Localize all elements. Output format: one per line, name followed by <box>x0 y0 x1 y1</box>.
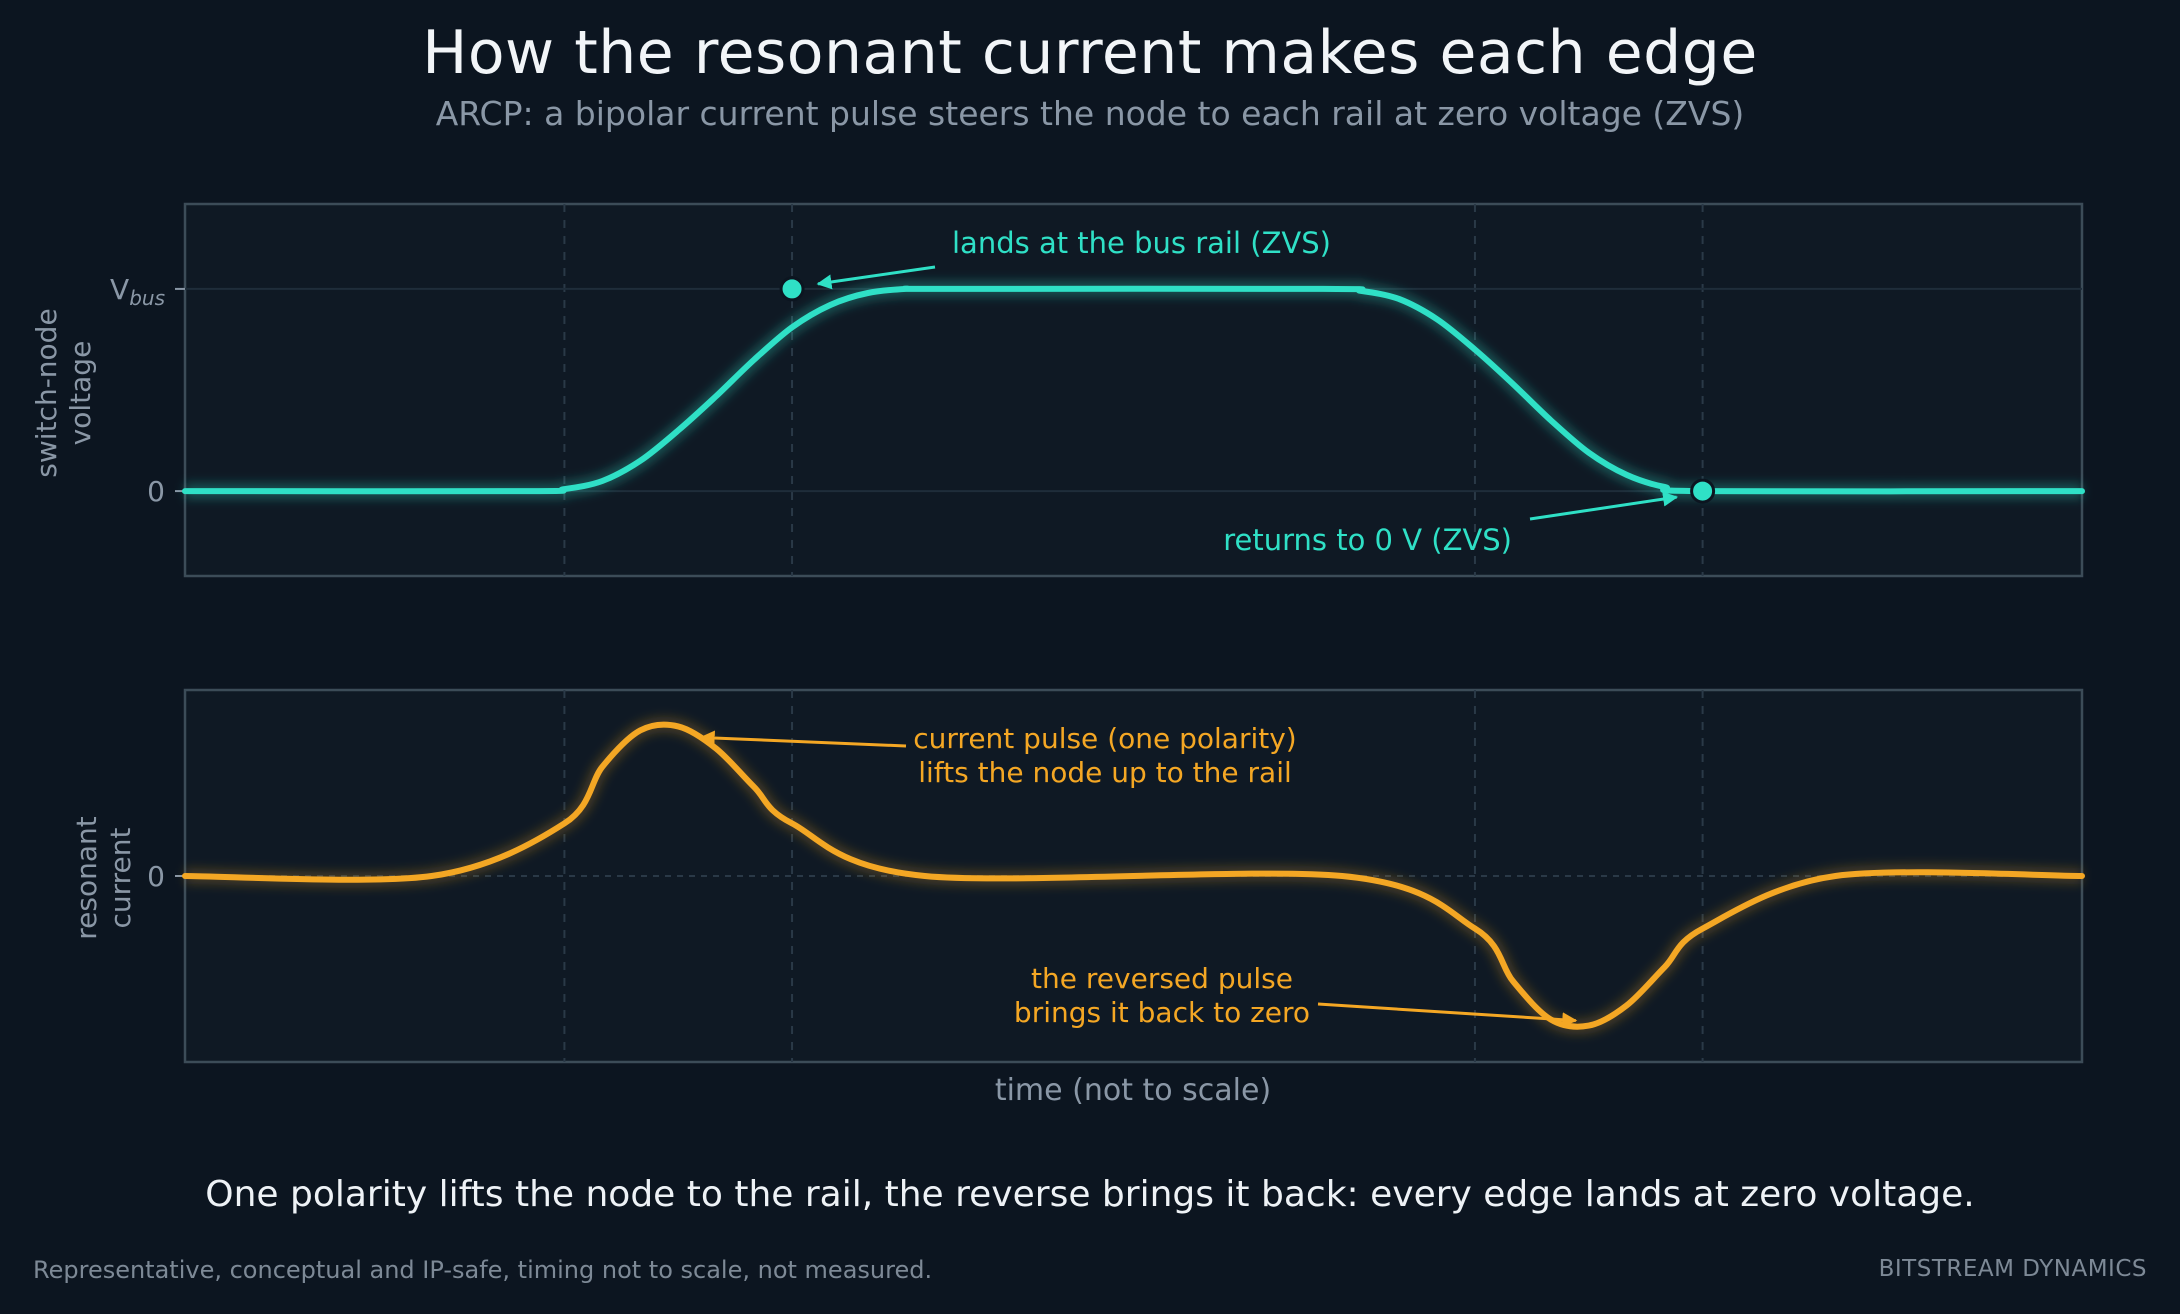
brand-label: BITSTREAM DYNAMICS <box>1878 1256 2147 1282</box>
voltage-panel: 0 Vbus lands at the bus rail (ZVS) returns… <box>110 202 2085 578</box>
annotation-return: returns to 0 V (ZVS) <box>1223 523 1512 557</box>
zvs-marker <box>1690 478 1716 504</box>
ytick-label-vbus: Vbus <box>110 273 165 310</box>
voltage-vgrid <box>563 204 1704 576</box>
y-axis-labels: switch-nodevoltage resonantcurrent <box>30 308 137 939</box>
voltage-markers <box>779 276 1716 504</box>
zvs-marker <box>779 276 805 302</box>
y-label-current: resonantcurrent <box>70 816 137 939</box>
ytick-label-zero: 0 <box>147 860 165 893</box>
annotation-pulse: current pulse (one polarity) lifts the no… <box>913 722 1296 789</box>
current-panel: 0 current pulse (one polarity) lifts the … <box>147 688 2085 1064</box>
chart-title: How the resonant current makes each edge <box>422 18 1758 88</box>
annotation-arrow <box>1529 491 1679 521</box>
annotation-arrow <box>1317 1002 1578 1028</box>
voltage-yticks: 0 Vbus <box>110 273 185 508</box>
x-axis-label: time (not to scale) <box>995 1073 1271 1108</box>
y-label-voltage: switch-nodevoltage <box>30 308 97 477</box>
current-vgrid <box>563 690 1704 1062</box>
voltage-line <box>182 285 2085 495</box>
annotation-arrow <box>816 265 936 290</box>
footnote: Representative, conceptual and IP-safe, … <box>33 1256 933 1284</box>
annotation-rail: lands at the bus rail (ZVS) <box>952 226 1331 260</box>
current-line <box>182 721 2085 1030</box>
current-yticks: 0 <box>147 860 185 893</box>
voltage-panel-frame <box>183 202 2084 578</box>
ytick-label-zero: 0 <box>147 475 165 508</box>
voltage-annotations: lands at the bus rail (ZVS) returns to 0 … <box>816 226 1679 557</box>
chart-subtitle: ARCP: a bipolar current pulse steers the… <box>435 94 1745 133</box>
current-annotations: current pulse (one polarity) lifts the no… <box>699 722 1578 1029</box>
annotation-arrow <box>699 730 907 748</box>
takeaway-text: One polarity lifts the node to the rail,… <box>205 1174 1975 1215</box>
annotation-reversed: the reversed pulse brings it back to zero <box>1014 962 1310 1029</box>
